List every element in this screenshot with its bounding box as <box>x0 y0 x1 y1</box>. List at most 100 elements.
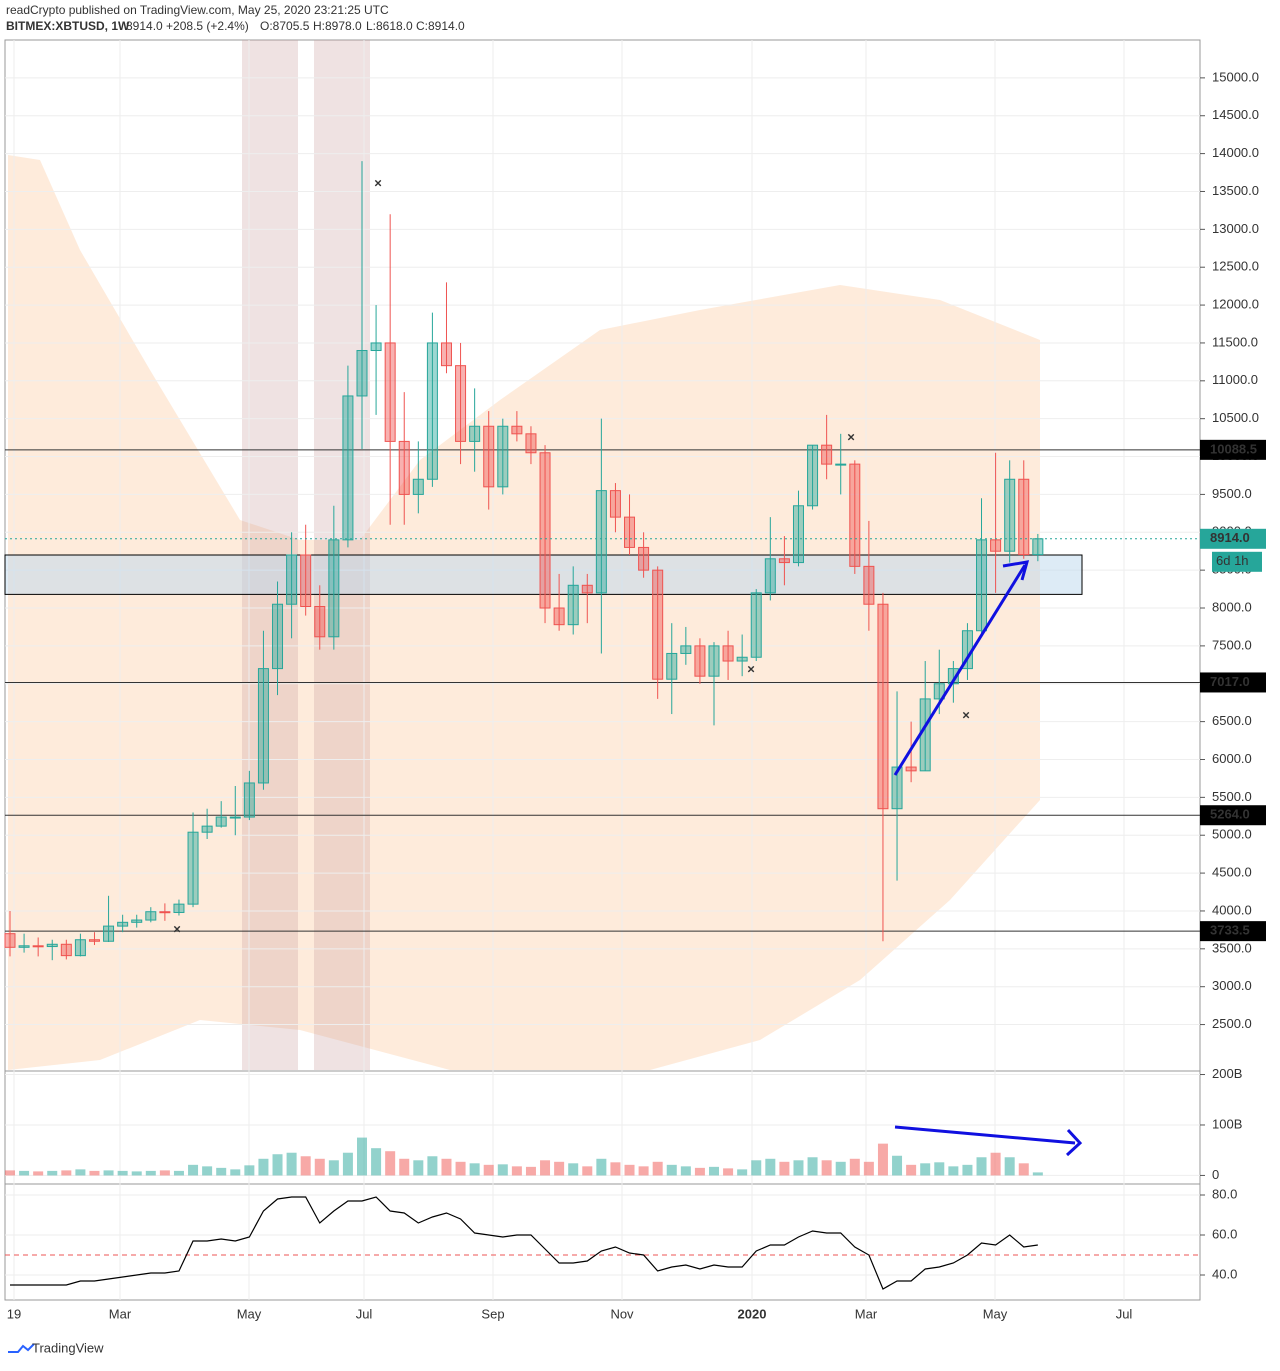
candle-body <box>835 463 847 466</box>
volume-bar <box>131 1171 142 1176</box>
candle-body <box>891 766 903 810</box>
open: O:8705.5 <box>260 19 310 33</box>
volume-bar <box>159 1170 170 1176</box>
y-tick-label: 5000.0 <box>1212 827 1252 842</box>
volume-bar <box>441 1158 452 1176</box>
y-tick-label: 5500.0 <box>1212 789 1252 804</box>
frame <box>4 39 1201 1301</box>
candle-body <box>18 945 30 948</box>
volume-bar <box>694 1167 705 1176</box>
volume-bar <box>906 1164 917 1176</box>
y-tick-label: 13500.0 <box>1212 183 1259 198</box>
volume-bar <box>976 1157 987 1176</box>
y-tick-label: 14000.0 <box>1212 145 1259 160</box>
level-tag <box>1200 805 1266 826</box>
y-tick-label: 11000.0 <box>1212 372 1258 387</box>
candle-body <box>1018 478 1030 556</box>
candle-body <box>4 933 16 948</box>
y-tick-label: 10500.0 <box>1212 410 1259 425</box>
x-tick-label: Mar <box>109 1306 132 1321</box>
candle-body <box>652 569 664 680</box>
candle-body <box>525 433 537 454</box>
volume-bar <box>554 1161 565 1176</box>
candle-body <box>666 652 678 680</box>
volume-bar <box>1018 1163 1029 1176</box>
candle-body <box>863 565 875 605</box>
y-tick-label: 12500.0 <box>1212 259 1259 274</box>
y-tick-label: 6000.0 <box>1212 751 1252 766</box>
volume-arrow <box>894 1125 1076 1145</box>
candle-body <box>145 911 157 921</box>
candle-body <box>469 425 481 442</box>
marker: × <box>962 707 970 722</box>
volume-bar <box>399 1158 410 1176</box>
close: C:8914.0 <box>416 19 465 33</box>
logo <box>8 1343 35 1353</box>
candle-body <box>567 584 579 626</box>
y-tick-label: 11500.0 <box>1212 334 1258 349</box>
quote: 8914.0 +208.5 (+2.4%) <box>126 19 249 33</box>
volume-bar <box>638 1166 649 1176</box>
volume-bar <box>314 1158 325 1176</box>
marker: × <box>374 175 382 190</box>
candle-body <box>905 766 917 772</box>
candle-body <box>60 943 72 957</box>
candle-body <box>750 592 762 658</box>
volume-bar <box>948 1166 959 1176</box>
volume-bar <box>188 1164 199 1176</box>
marker: × <box>747 661 755 676</box>
volume-bar <box>469 1163 480 1176</box>
volume-bar <box>258 1158 269 1176</box>
candle-body <box>764 558 776 594</box>
y-tick-label: 6500.0 <box>1212 713 1252 728</box>
volume-bar <box>723 1168 734 1176</box>
volume-bar <box>962 1164 973 1176</box>
candle-body <box>708 645 720 677</box>
candle-body <box>990 539 1002 552</box>
rsi-tick-label: 40.0 <box>1212 1266 1237 1281</box>
volume-bar <box>173 1170 184 1176</box>
volume-bar <box>1004 1157 1015 1176</box>
volume-bar <box>511 1166 522 1176</box>
low: L:8618.0 <box>366 19 413 33</box>
level-label: 10088.5 <box>1210 441 1257 456</box>
volume-bar <box>568 1163 579 1176</box>
y-tick-label: 3000.0 <box>1212 978 1252 993</box>
volume-bar <box>666 1164 677 1176</box>
candle-body <box>680 645 692 654</box>
volume-bar <box>877 1143 888 1176</box>
band-area <box>8 155 1040 1070</box>
level-label: 3733.5 <box>1210 923 1250 938</box>
volume-bar <box>244 1165 255 1176</box>
candle-body <box>821 444 833 465</box>
volume-bar <box>709 1166 719 1176</box>
arrow-head <box>1002 560 1030 581</box>
candle-body <box>384 342 396 442</box>
volume-bar <box>103 1170 114 1176</box>
volume-bar <box>737 1169 748 1176</box>
volume-bar <box>540 1160 551 1176</box>
y-tick-label: 12000.0 <box>1212 297 1259 312</box>
candle-body <box>159 911 171 914</box>
level-label: 5264.0 <box>1210 807 1250 822</box>
symbol: BITMEX:XBTUSD, 1W <box>6 19 130 33</box>
candle-body <box>314 606 326 638</box>
candle-body <box>215 816 227 827</box>
rsi-line <box>10 1196 1038 1290</box>
volume-bar <box>1032 1172 1043 1176</box>
volume-tick-label: 200B <box>1212 1066 1242 1081</box>
candle-body <box>173 903 185 913</box>
volume-bar <box>342 1152 353 1176</box>
candle-body <box>117 921 129 927</box>
candle-body <box>272 603 284 670</box>
candle-body <box>440 342 452 367</box>
candle-body <box>201 825 213 833</box>
candle-body <box>849 463 861 567</box>
candle-body <box>595 490 607 594</box>
level-tag <box>1200 439 1266 460</box>
marker: × <box>173 921 181 936</box>
volume-bar <box>892 1155 903 1176</box>
candle-body <box>778 558 790 564</box>
volume-bar <box>5 1170 15 1176</box>
volume-bar <box>821 1160 832 1176</box>
